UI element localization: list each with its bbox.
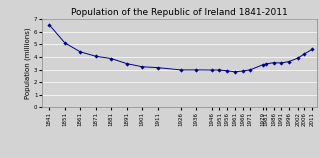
- Y-axis label: Population (millions): Population (millions): [25, 27, 31, 99]
- Title: Population of the Republic of Ireland 1841-2011: Population of the Republic of Ireland 18…: [71, 8, 288, 17]
